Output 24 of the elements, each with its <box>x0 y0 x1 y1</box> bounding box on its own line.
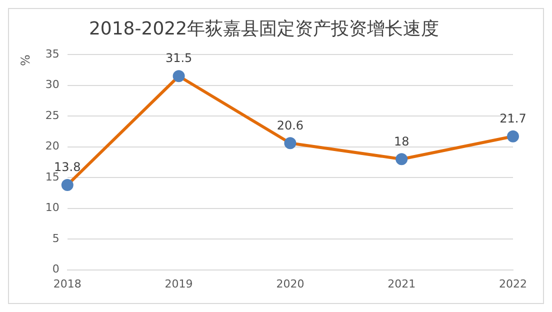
data-label: 31.5 <box>165 51 192 66</box>
x-tick-label: 2020 <box>276 277 304 290</box>
x-tick-label: 2019 <box>164 277 193 290</box>
point <box>61 178 74 191</box>
y-tick-label: 25 <box>45 108 60 122</box>
data-label: 21.7 <box>500 112 526 126</box>
point <box>172 70 185 82</box>
point <box>396 153 408 166</box>
y-tick-label: 30 <box>45 78 60 92</box>
x-tick-label: 2021 <box>388 277 416 290</box>
x-tick-label: 2022 <box>499 277 527 290</box>
point <box>507 130 519 142</box>
y-tick-label: 10 <box>45 201 60 214</box>
chart-title: 2018-2022年荻嘉县固定资产投资增长速度 <box>88 18 440 40</box>
x-tick-label: 2018 <box>53 277 82 290</box>
data-label: 18 <box>394 134 410 148</box>
y-tick-label: 20 <box>45 140 60 153</box>
point <box>284 137 296 150</box>
data-label: 20.6 <box>276 118 304 132</box>
y-tick-label: 15 <box>45 170 60 184</box>
y-tick-label: 0 <box>52 262 60 276</box>
y-tick-label: 5 <box>52 232 60 245</box>
y-tick-label: 35 <box>45 47 60 60</box>
y-axis-title: % <box>18 54 32 66</box>
